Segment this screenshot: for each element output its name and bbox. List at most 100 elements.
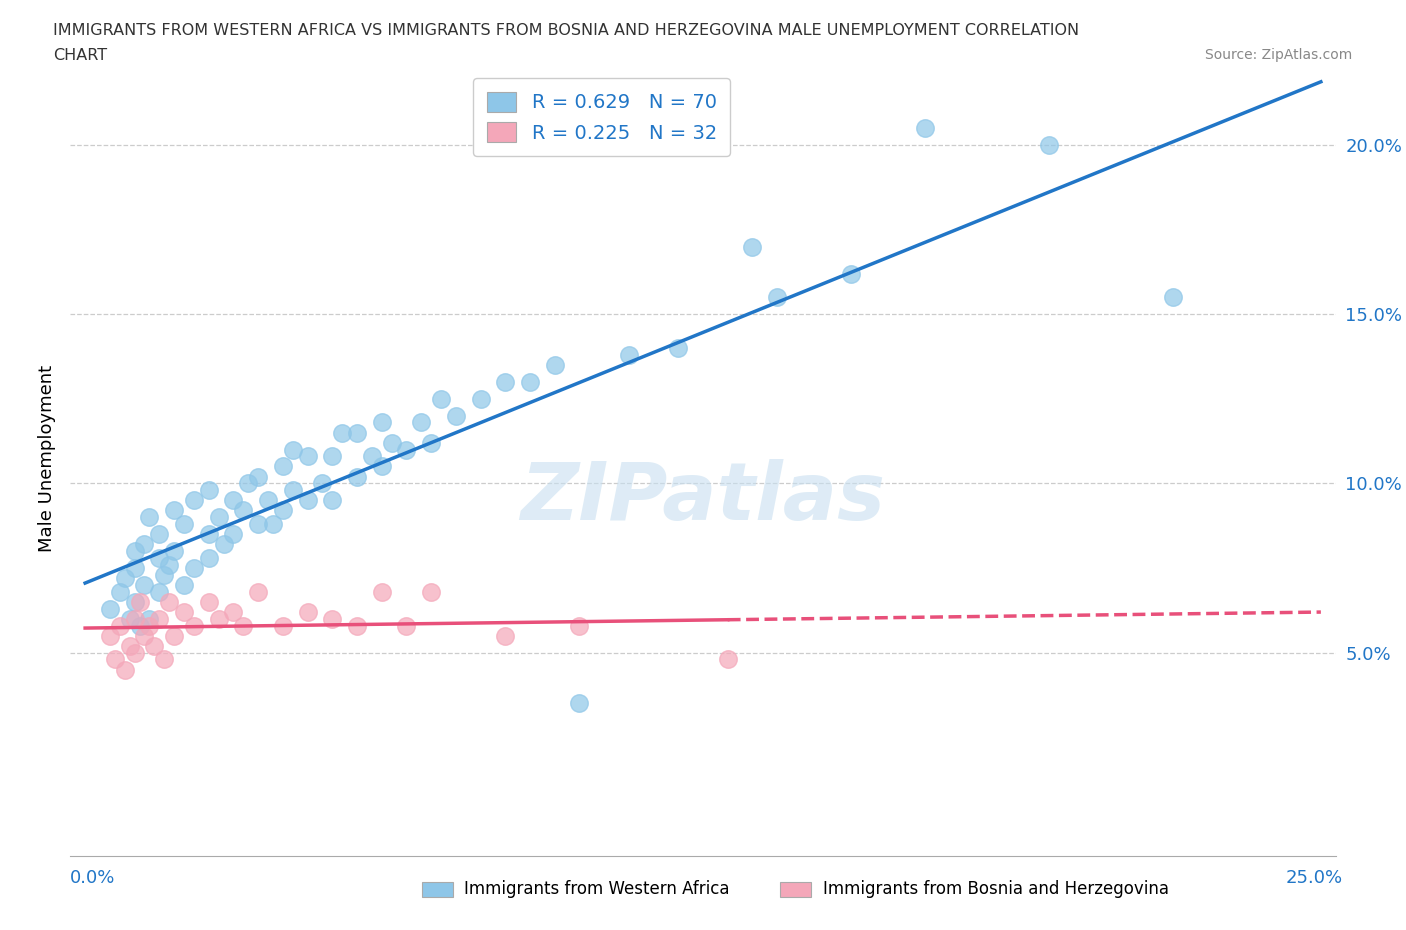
- Point: [717, 652, 740, 667]
- Point: [297, 604, 319, 619]
- Point: [444, 408, 467, 423]
- Point: [148, 611, 170, 626]
- Point: [1161, 290, 1184, 305]
- Point: [114, 571, 136, 586]
- Point: [420, 435, 443, 450]
- Point: [148, 584, 170, 599]
- Point: [124, 561, 146, 576]
- Point: [1038, 138, 1060, 153]
- Point: [128, 594, 150, 609]
- Text: CHART: CHART: [53, 48, 107, 63]
- Point: [134, 578, 156, 592]
- Point: [321, 611, 343, 626]
- Point: [330, 425, 353, 440]
- Point: [197, 551, 219, 565]
- Point: [370, 415, 392, 430]
- Point: [163, 629, 186, 644]
- Point: [153, 652, 176, 667]
- Point: [346, 425, 368, 440]
- Point: [108, 618, 131, 633]
- Point: [118, 638, 141, 653]
- Point: [262, 516, 284, 531]
- Point: [134, 537, 156, 551]
- Point: [222, 604, 245, 619]
- Point: [430, 392, 453, 406]
- Legend: R = 0.629   N = 70, R = 0.225   N = 32: R = 0.629 N = 70, R = 0.225 N = 32: [474, 78, 730, 156]
- Text: Source: ZipAtlas.com: Source: ZipAtlas.com: [1205, 48, 1353, 62]
- Point: [197, 483, 219, 498]
- Point: [183, 618, 205, 633]
- Point: [839, 266, 862, 281]
- Point: [163, 544, 186, 559]
- Point: [124, 594, 146, 609]
- Point: [212, 537, 235, 551]
- Point: [766, 290, 789, 305]
- Point: [157, 557, 180, 572]
- Point: [128, 618, 150, 633]
- Point: [321, 493, 343, 508]
- Point: [395, 618, 418, 633]
- Point: [173, 604, 195, 619]
- Point: [197, 526, 219, 541]
- Point: [222, 493, 245, 508]
- Point: [222, 526, 245, 541]
- Point: [666, 340, 689, 355]
- Point: [360, 449, 382, 464]
- Point: [183, 561, 205, 576]
- Point: [411, 415, 433, 430]
- Point: [297, 449, 319, 464]
- Point: [568, 618, 591, 633]
- Point: [108, 584, 131, 599]
- Point: [741, 239, 763, 254]
- Point: [238, 476, 260, 491]
- Point: [281, 483, 304, 498]
- Point: [98, 601, 121, 616]
- Point: [257, 493, 280, 508]
- Point: [346, 618, 368, 633]
- Point: [173, 578, 195, 592]
- Point: [494, 629, 516, 644]
- Point: [470, 392, 492, 406]
- Point: [114, 662, 136, 677]
- Point: [247, 516, 270, 531]
- Point: [124, 544, 146, 559]
- Point: [124, 645, 146, 660]
- Point: [104, 652, 127, 667]
- Point: [232, 503, 254, 518]
- Point: [207, 611, 229, 626]
- Point: [297, 493, 319, 508]
- Point: [321, 449, 343, 464]
- Y-axis label: Male Unemployment: Male Unemployment: [38, 365, 56, 551]
- Point: [281, 442, 304, 457]
- Point: [370, 584, 392, 599]
- Point: [617, 348, 640, 363]
- Point: [247, 470, 270, 485]
- Point: [311, 476, 333, 491]
- Point: [183, 493, 205, 508]
- Text: IMMIGRANTS FROM WESTERN AFRICA VS IMMIGRANTS FROM BOSNIA AND HERZEGOVINA MALE UN: IMMIGRANTS FROM WESTERN AFRICA VS IMMIGR…: [53, 23, 1080, 38]
- Point: [138, 618, 160, 633]
- Text: ZIPatlas: ZIPatlas: [520, 458, 886, 537]
- Point: [381, 435, 404, 450]
- Point: [138, 510, 160, 525]
- Point: [207, 510, 229, 525]
- Point: [138, 611, 160, 626]
- Point: [271, 459, 294, 474]
- Point: [163, 503, 186, 518]
- Point: [148, 526, 170, 541]
- Point: [271, 503, 294, 518]
- Text: Immigrants from Western Africa: Immigrants from Western Africa: [464, 880, 730, 898]
- Point: [395, 442, 418, 457]
- Text: 25.0%: 25.0%: [1285, 869, 1343, 887]
- Point: [124, 611, 146, 626]
- Point: [420, 584, 443, 599]
- Point: [494, 375, 516, 390]
- Point: [519, 375, 541, 390]
- Text: Immigrants from Bosnia and Herzegovina: Immigrants from Bosnia and Herzegovina: [823, 880, 1168, 898]
- Text: 0.0%: 0.0%: [70, 869, 115, 887]
- Point: [247, 584, 270, 599]
- Point: [568, 696, 591, 711]
- Point: [271, 618, 294, 633]
- Point: [914, 121, 936, 136]
- Point: [197, 594, 219, 609]
